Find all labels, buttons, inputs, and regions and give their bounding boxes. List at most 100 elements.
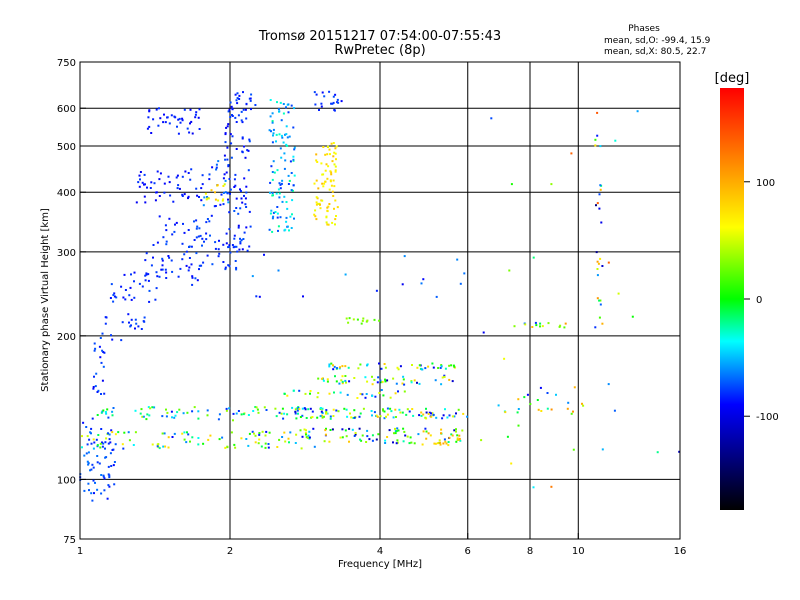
data-point (188, 131, 191, 134)
data-point (205, 238, 208, 241)
data-point (320, 377, 323, 380)
data-point (230, 431, 233, 434)
data-point (276, 216, 279, 219)
data-point (337, 101, 340, 104)
data-point (165, 277, 168, 279)
data-point (241, 248, 244, 251)
data-point (385, 415, 387, 418)
data-point (195, 236, 198, 239)
data-point (90, 442, 93, 445)
data-point (315, 196, 318, 199)
data-point (176, 174, 179, 177)
data-point (89, 431, 92, 434)
data-point (352, 318, 355, 321)
data-point (228, 178, 231, 180)
data-point (93, 375, 95, 378)
data-point (227, 165, 230, 168)
data-point (607, 383, 610, 386)
data-point (316, 161, 319, 163)
data-point (235, 268, 238, 271)
data-point (297, 412, 299, 415)
data-point (151, 406, 154, 409)
data-point (198, 227, 201, 230)
data-point (174, 223, 176, 226)
data-point (327, 165, 330, 168)
data-point (305, 433, 307, 436)
data-point (246, 249, 249, 252)
data-point (147, 279, 150, 282)
data-point (156, 170, 159, 173)
data-point (96, 444, 99, 447)
data-point (332, 179, 335, 182)
data-point (197, 235, 200, 238)
data-point (298, 408, 301, 411)
data-point (559, 324, 562, 327)
x-tick-label: 4 (377, 546, 383, 557)
data-point (418, 382, 421, 385)
data-point (149, 187, 152, 189)
data-point (278, 133, 281, 136)
data-point (261, 430, 264, 433)
data-point (322, 379, 325, 382)
data-point (366, 429, 369, 432)
data-point (371, 434, 374, 437)
data-point (332, 368, 335, 371)
data-point (122, 296, 125, 299)
x-tick-label: 2 (227, 546, 233, 557)
data-point (278, 110, 281, 113)
data-point (537, 408, 540, 411)
data-point (314, 215, 317, 218)
data-point (152, 256, 154, 259)
data-point (402, 427, 405, 430)
data-point (356, 397, 359, 399)
data-point (321, 91, 324, 94)
data-point (164, 268, 167, 271)
data-point (281, 436, 284, 438)
data-point (288, 179, 291, 182)
data-point (114, 443, 117, 446)
data-point (134, 318, 137, 321)
data-point (456, 437, 459, 440)
data-point (193, 220, 195, 223)
data-point (348, 440, 350, 443)
data-point (224, 446, 227, 449)
data-point (439, 443, 442, 446)
data-point (374, 395, 377, 398)
data-point (352, 417, 355, 419)
data-point (550, 408, 553, 411)
data-point (517, 398, 520, 401)
data-point (547, 322, 550, 325)
data-point (177, 275, 180, 278)
data-point (315, 203, 318, 206)
data-point (150, 132, 153, 134)
data-point (360, 439, 363, 442)
data-point (596, 268, 599, 270)
data-point (392, 441, 394, 444)
data-point (278, 182, 281, 185)
data-point (384, 439, 387, 442)
scatter-points (79, 90, 681, 502)
data-point (244, 197, 247, 200)
data-point (264, 442, 267, 445)
data-point (227, 264, 230, 267)
data-point (101, 441, 103, 444)
data-point (320, 105, 323, 108)
data-point (323, 415, 325, 418)
data-point (283, 431, 286, 434)
data-point (218, 438, 221, 441)
data-point (283, 195, 286, 198)
data-point (96, 488, 99, 491)
data-point (137, 181, 140, 184)
data-point (120, 339, 123, 342)
data-point (326, 153, 329, 156)
data-point (248, 140, 251, 143)
data-point (279, 101, 282, 104)
data-point (539, 322, 542, 325)
data-point (452, 364, 455, 367)
data-point (210, 214, 213, 217)
data-point (146, 127, 149, 130)
data-point (448, 414, 451, 417)
data-point (181, 117, 184, 120)
data-point (207, 197, 210, 200)
data-point (325, 410, 328, 413)
